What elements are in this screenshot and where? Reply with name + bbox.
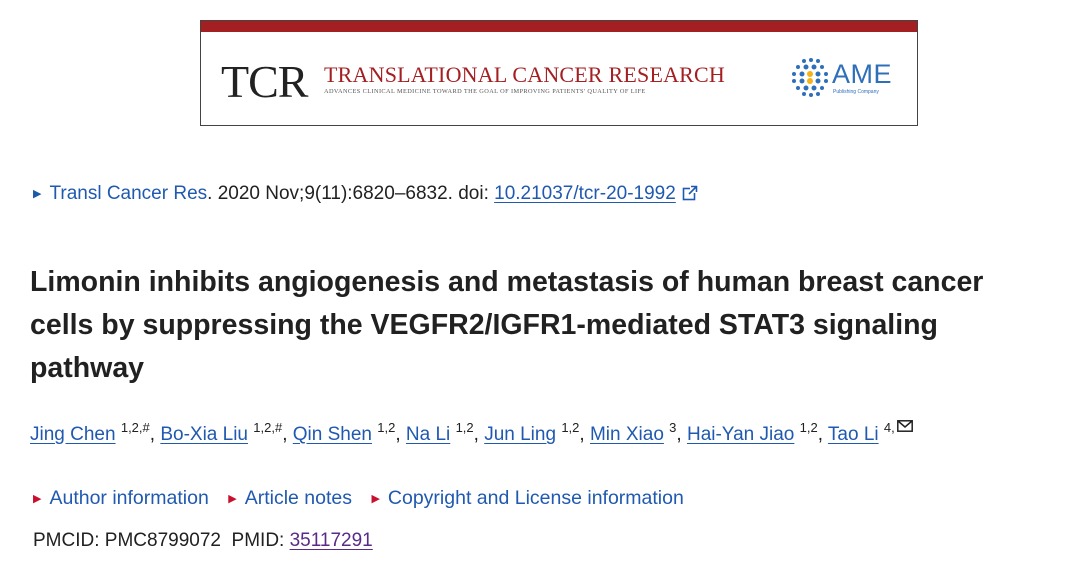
author-affiliation: 1,2,#	[253, 420, 283, 435]
author-affiliation: 1,2	[377, 420, 396, 435]
author-affiliation: 4,	[883, 420, 895, 435]
author-affiliation: 1,2	[455, 420, 474, 435]
triangle-right-icon: ▶	[33, 188, 42, 200]
copyright-license-toggle[interactable]: ▶ Copyright and License information	[371, 486, 683, 511]
article-notes-label: Article notes	[244, 487, 353, 509]
citation-details: . 2020 Nov;9(11):6820–6832. doi:	[207, 183, 495, 204]
journal-banner: TCR TRANSLATIONAL CANCER RESEARCH ADVANC…	[200, 20, 918, 126]
author-link[interactable]: Qin Shen	[292, 424, 372, 445]
pmcid-label: PMCID:	[33, 530, 105, 551]
triangle-right-icon: ▶	[33, 493, 42, 505]
tcr-logo-mark: TCR	[221, 56, 308, 107]
copyright-license-label: Copyright and License information	[387, 487, 684, 509]
author-link[interactable]: Na Li	[405, 424, 451, 445]
pmid-link[interactable]: 35117291	[289, 530, 373, 551]
author-affiliation: 1,2,#	[120, 420, 150, 435]
author-affiliation: 1,2	[561, 420, 580, 435]
author-link[interactable]: Min Xiao	[589, 424, 664, 445]
author-list: Jing Chen 1,2,#, Bo-Xia Liu 1,2,#, Qin S…	[30, 420, 913, 448]
triangle-right-icon: ▶	[228, 493, 237, 505]
doi-link[interactable]: 10.21037/tcr-20-1992	[494, 183, 676, 204]
banner-top-bar	[201, 21, 917, 32]
ame-publisher-sub: Publishing Company	[833, 89, 879, 95]
article-notes-toggle[interactable]: ▶ Article notes	[228, 486, 352, 511]
journal-title-logo: TRANSLATIONAL CANCER RESEARCH	[324, 62, 726, 87]
citation-line: ▶ Transl Cancer Res. 2020 Nov;9(11):6820–…	[33, 183, 698, 205]
external-link-icon[interactable]	[682, 185, 698, 201]
author-affiliation: 1,2	[799, 420, 818, 435]
pmcid-value: PMC8799072	[104, 530, 221, 551]
ame-publisher-logo: AME	[832, 59, 893, 89]
author-link[interactable]: Jing Chen	[30, 424, 116, 445]
mail-icon[interactable]	[896, 420, 913, 432]
article-info-links: ▶ Author information ▶ Article notes ▶ Copy…	[33, 486, 698, 511]
author-link[interactable]: Tao Li	[827, 424, 879, 445]
pmid-label: PMID:	[231, 530, 290, 551]
triangle-right-icon: ▶	[371, 493, 380, 505]
author-information-label: Author information	[49, 487, 209, 509]
article-identifiers: PMCID: PMC8799072 PMID: 35117291	[33, 529, 373, 553]
author-information-toggle[interactable]: ▶ Author information	[33, 486, 209, 511]
article-title: Limonin inhibits angiogenesis and metast…	[30, 266, 984, 384]
author-link[interactable]: Jun Ling	[484, 424, 557, 445]
journal-tagline: ADVANCES CLINICAL MEDICINE TOWARD THE GO…	[324, 88, 646, 95]
ame-dots-logo-icon	[792, 58, 828, 97]
author-link[interactable]: Bo-Xia Liu	[160, 424, 248, 445]
journal-link[interactable]: Transl Cancer Res	[49, 183, 208, 204]
author-affiliation: 3	[669, 420, 677, 435]
author-link[interactable]: Hai-Yan Jiao	[686, 424, 795, 445]
